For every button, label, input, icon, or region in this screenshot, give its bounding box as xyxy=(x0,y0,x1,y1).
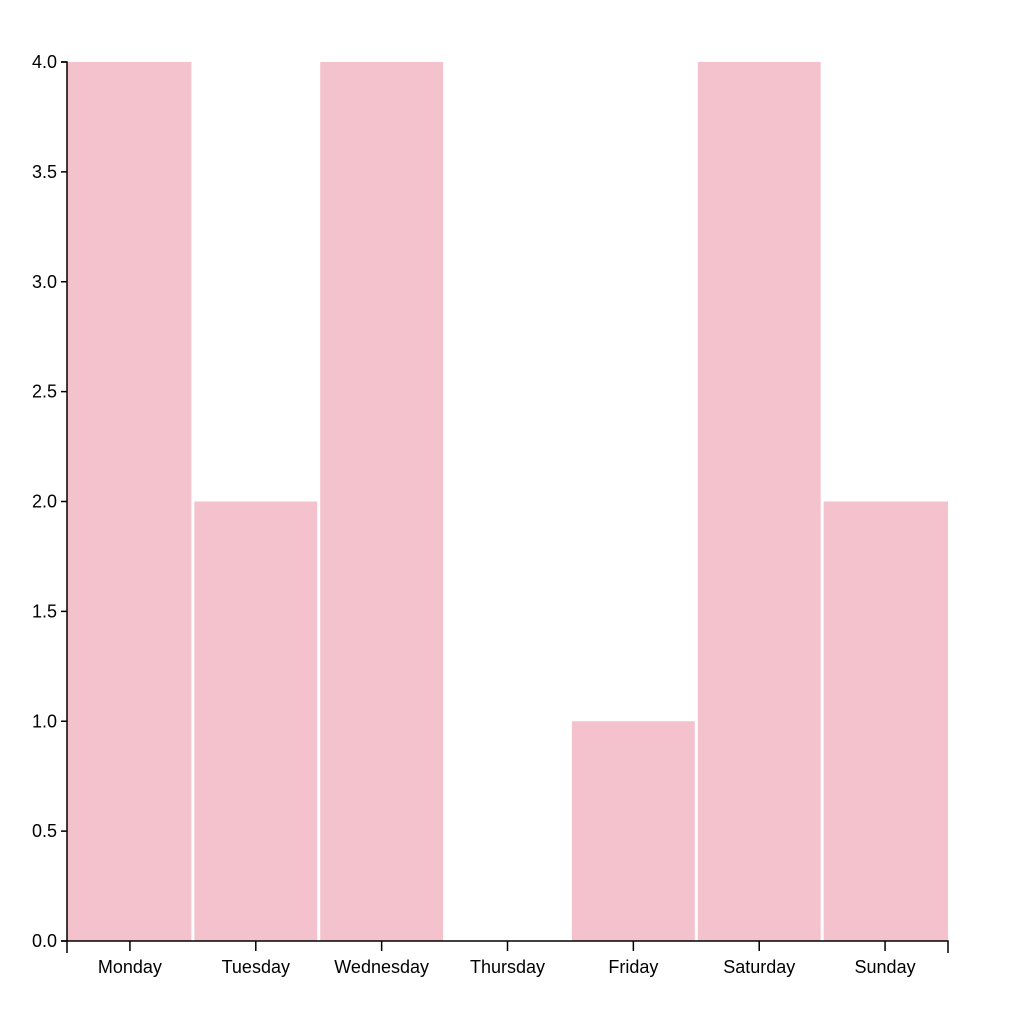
bar-sunday xyxy=(823,501,948,941)
x-tick-label-saturday: Saturday xyxy=(723,957,795,977)
bar-wednesday xyxy=(320,62,444,941)
y-tick-label: 0.0 xyxy=(32,931,57,951)
x-tick-label-sunday: Sunday xyxy=(855,957,916,977)
x-tick-label-thursday: Thursday xyxy=(470,957,545,977)
x-axis: Monday Tuesday Wednesday Thursday Friday Satu… xyxy=(66,940,949,977)
y-tick-label: 1.0 xyxy=(32,711,57,731)
bar-tuesday xyxy=(194,501,318,941)
bar-saturday xyxy=(697,62,821,941)
y-tick-label: 2.5 xyxy=(32,382,57,402)
bars-group xyxy=(67,62,948,941)
y-tick-label: 1.5 xyxy=(32,601,57,621)
x-tick-label-tuesday: Tuesday xyxy=(222,957,290,977)
x-tick-label-friday: Friday xyxy=(608,957,658,977)
y-tick-label: 2.0 xyxy=(32,492,57,512)
bar-monday xyxy=(67,62,192,941)
x-tick-label-wednesday: Wednesday xyxy=(334,957,429,977)
y-tick-label: 4.0 xyxy=(32,52,57,72)
y-tick-label: 3.0 xyxy=(32,272,57,292)
bar-friday xyxy=(571,721,695,941)
y-axis: 0.0 0.5 1.0 1.5 2.0 2.5 3.0 3.5 4.0 xyxy=(32,52,68,951)
y-tick-label: 3.5 xyxy=(32,162,57,182)
y-tick-label: 0.5 xyxy=(32,821,57,841)
x-tick-label-monday: Monday xyxy=(98,957,162,977)
